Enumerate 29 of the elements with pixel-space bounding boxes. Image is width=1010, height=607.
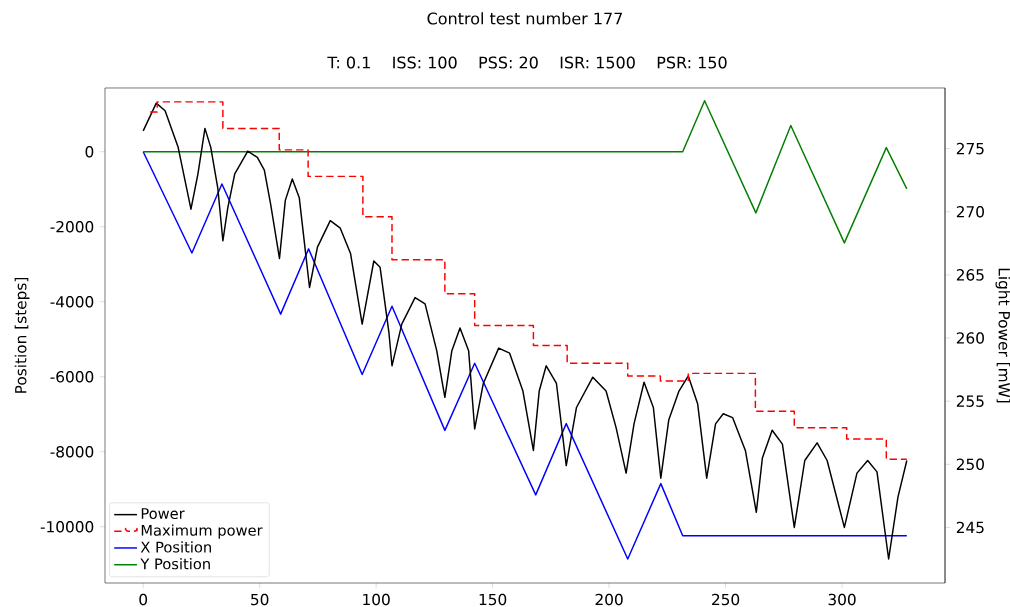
x-tick-label: 150 [479, 593, 507, 606]
y2-tick-label: 265 [956, 269, 984, 281]
y2-axis-title: Light Power [mW] [995, 268, 1010, 403]
legend-label: X Position [140, 541, 211, 553]
line-series [142, 100, 908, 244]
chart-title: Control test number 177 [427, 12, 623, 25]
y-tick-label: -2000 [50, 220, 94, 233]
legend-label: Power [141, 508, 185, 520]
y-tick-label: 0 [85, 145, 94, 158]
x-tick-label: 0 [139, 593, 148, 606]
legend-label: Maximum power [141, 524, 263, 539]
x-tick-label: 250 [712, 593, 740, 606]
y-tick-label: -4000 [50, 295, 94, 308]
y2-tick-label: 275 [956, 142, 984, 155]
y2-tick-label: 250 [956, 458, 984, 471]
x-tick-label: 300 [828, 593, 856, 606]
x-tick-label: 50 [251, 593, 269, 606]
y2-tick-label: 270 [956, 205, 984, 218]
y-axis-title: Position [steps] [14, 277, 30, 393]
y2-tick-label: 245 [956, 521, 984, 534]
legend-label: Y Position [140, 558, 210, 570]
y-tick-label: -6000 [50, 370, 94, 383]
y-tick-label: -8000 [50, 445, 94, 458]
chart-subtitle: T: 0.1 ISS: 100 PSS: 20 ISR: 1500 PSR: 150 [327, 56, 727, 69]
x-tick-label: 100 [363, 593, 390, 606]
y2-tick-label: 255 [956, 395, 984, 407]
y-tick-label: -10000 [40, 520, 94, 533]
x-tick-label: 200 [595, 593, 623, 606]
y2-tick-label: 260 [956, 332, 984, 344]
